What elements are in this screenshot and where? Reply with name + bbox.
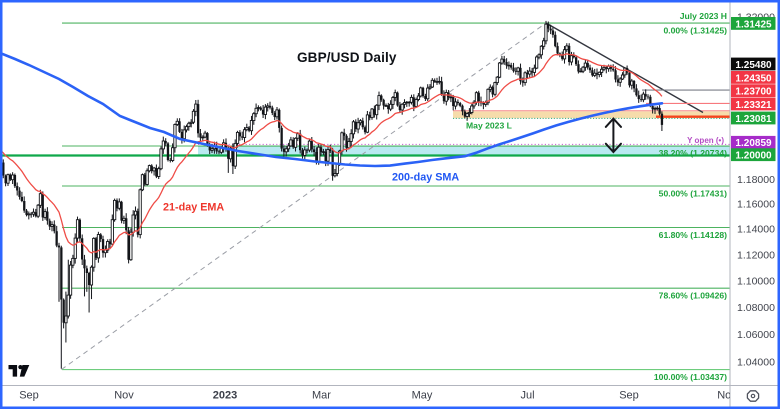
svg-text:July 2023 H: July 2023 H [680,11,727,21]
svg-text:50.00% (1.17431): 50.00% (1.17431) [659,189,727,199]
svg-text:1.20000: 1.20000 [735,151,772,162]
svg-text:1.23081: 1.23081 [735,114,772,125]
svg-text:1.04000: 1.04000 [737,357,775,369]
svg-text:1.10000: 1.10000 [737,275,775,287]
svg-text:Y open (•): Y open (•) [687,136,724,145]
svg-text:1.23700: 1.23700 [735,87,772,98]
svg-text:0.00% (1.31425): 0.00% (1.31425) [663,26,727,36]
svg-text:Nov: Nov [114,390,134,402]
svg-text:Sep: Sep [619,390,639,402]
svg-text:GBP/USD Daily: GBP/USD Daily [297,50,397,65]
svg-text:100.00% (1.03437): 100.00% (1.03437) [654,372,727,382]
svg-text:Nov: Nov [717,390,737,402]
svg-text:1.23321: 1.23321 [735,100,772,111]
svg-text:1.24350: 1.24350 [735,73,772,84]
svg-text:1.08000: 1.08000 [737,302,775,314]
svg-text:May: May [412,390,433,402]
svg-text:21-day EMA: 21-day EMA [163,202,224,214]
svg-text:38.20% (1.20734): 38.20% (1.20734) [659,148,727,158]
svg-text:Mar: Mar [312,390,331,402]
svg-text:78.60% (1.09426): 78.60% (1.09426) [659,291,727,301]
svg-text:Jul: Jul [520,390,534,402]
svg-text:1.31425: 1.31425 [735,19,772,30]
svg-text:1.20859: 1.20859 [735,138,772,149]
svg-text:1.16000: 1.16000 [737,199,775,211]
svg-text:1.14000: 1.14000 [737,224,775,236]
svg-text:2023: 2023 [213,390,237,402]
svg-text:May 2023 L: May 2023 L [466,121,512,131]
svg-text:Sep: Sep [19,390,39,402]
svg-text:200-day SMA: 200-day SMA [392,172,459,184]
svg-text:1.06000: 1.06000 [737,329,775,341]
svg-text:1.12000: 1.12000 [737,249,775,261]
svg-text:1.18000: 1.18000 [737,174,775,186]
svg-text:61.80% (1.14128): 61.80% (1.14128) [659,230,727,240]
svg-text:1.25480: 1.25480 [735,60,772,71]
